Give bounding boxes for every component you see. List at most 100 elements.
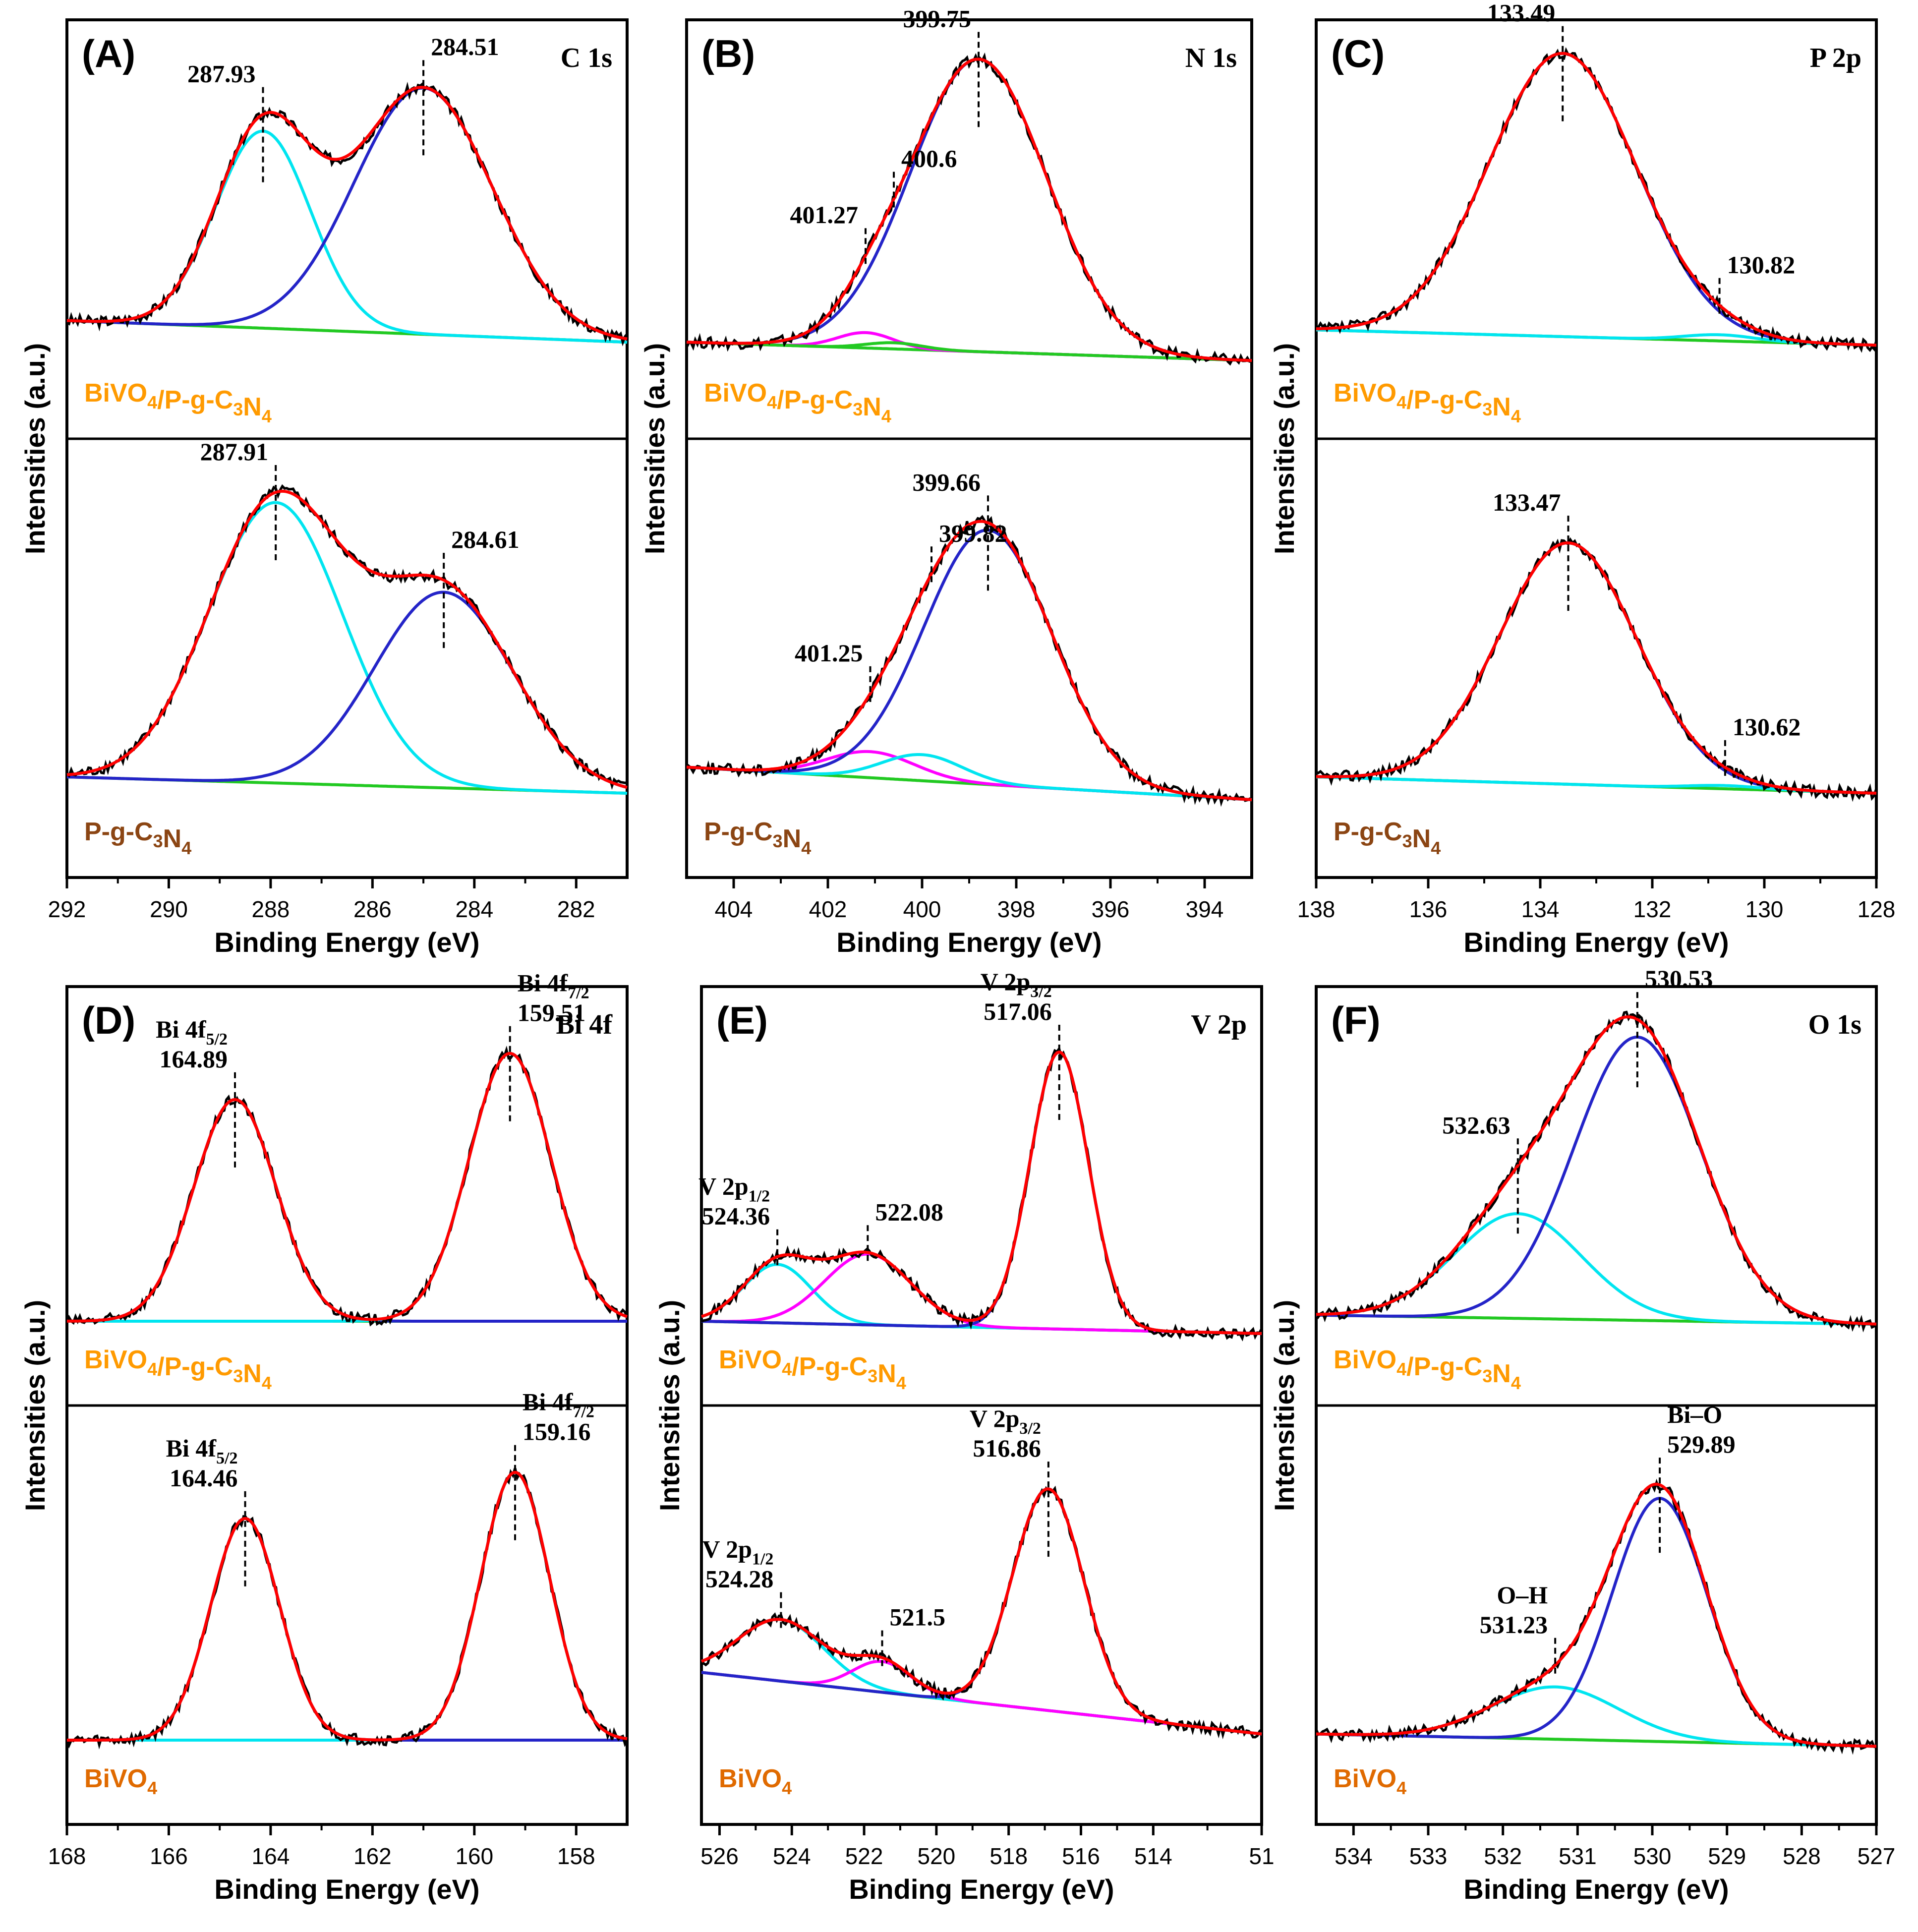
x-tick-label: 534	[1335, 1843, 1373, 1869]
x-tick-label: 288	[252, 896, 290, 922]
x-tick-label: 398	[997, 896, 1036, 922]
component-peak	[1316, 541, 1877, 795]
panel-D: 168 166 164 162 160 158 Binding Energy (eV) Int…	[19, 969, 629, 1905]
peak-position-label: 401.25	[795, 639, 863, 667]
x-tick-label: 292	[48, 896, 86, 922]
component-peak	[686, 528, 1252, 802]
peak-name-label: Bi 4f5/2	[166, 1434, 238, 1467]
x-tick-label: 522	[845, 1843, 883, 1869]
x-tick-label: 520	[917, 1843, 955, 1869]
x-tick-label: 128	[1858, 896, 1896, 922]
x-tick-label: 162	[353, 1843, 392, 1869]
x-axis-label: Binding Energy (eV)	[1463, 927, 1729, 958]
component-peak	[1316, 328, 1877, 347]
subplot-top: 401.27 400.6 399.75 BiVO4/P-g-C3N4	[685, 4, 1252, 426]
x-tick-label: 524	[773, 1843, 811, 1869]
panel-A: 292 290 288 286 284 282 Binding Energy (eV) Int…	[19, 18, 629, 958]
peak-position-label: 524.28	[705, 1565, 774, 1593]
panel-label: (C)	[1331, 32, 1385, 75]
x-tick-label: 160	[455, 1843, 493, 1869]
raw-data-curve	[65, 1046, 629, 1327]
raw-data-curve	[66, 81, 628, 347]
fitted-envelope	[686, 58, 1252, 362]
x-tick-label: 528	[1783, 1843, 1821, 1869]
peak-name-label: O–H	[1497, 1581, 1548, 1609]
plot-frame	[1315, 18, 1878, 879]
sample-label: P-g-C3N4	[84, 818, 191, 858]
peak-position-label: 164.46	[170, 1464, 238, 1492]
peak-position-label: 522.08	[875, 1198, 943, 1226]
panel-label: (E)	[716, 998, 768, 1042]
raw-data-curve	[1316, 47, 1878, 353]
fitted-envelope	[66, 489, 628, 789]
peak-position-label: 133.47	[1493, 488, 1561, 516]
panel-label: (D)	[82, 998, 135, 1042]
x-tick-label: 396	[1092, 896, 1130, 922]
component-peak	[67, 1052, 628, 1323]
sample-label: BiVO4/P-g-C3N4	[84, 1346, 272, 1393]
raw-data-curve	[685, 52, 1252, 366]
component-peak	[686, 341, 1252, 362]
component-peak	[686, 750, 1252, 802]
x-tick-label: 136	[1409, 896, 1448, 922]
peak-position-label: 399.75	[903, 4, 972, 32]
subplot-top: 287.93 284.51 BiVO4/P-g-C3N4	[66, 33, 628, 426]
x-tick-label: 518	[989, 1843, 1028, 1869]
core-level-label: P 2p	[1810, 43, 1861, 73]
x-tick-label: 527	[1858, 1843, 1896, 1869]
peak-position-label: 521.5	[890, 1603, 946, 1631]
panel-E: 526 524 522 520 518 516 514 51 Binding Energy (e…	[654, 968, 1275, 1905]
sample-label: P-g-C3N4	[704, 818, 811, 858]
peak-position-label: 399.66	[913, 468, 981, 496]
core-level-label: C 1s	[561, 43, 612, 73]
panel-C: 138 136 134 132 130 128 Binding Energy (eV) Int…	[1269, 0, 1895, 958]
sample-label: BiVO4	[719, 1764, 792, 1798]
component-peak	[686, 753, 1252, 802]
component-peak	[1316, 52, 1877, 347]
peak-position-label: 133.49	[1487, 0, 1556, 27]
x-tick-label: 51	[1249, 1843, 1274, 1869]
y-axis-label: Intensities (a.u.)	[19, 343, 51, 554]
x-tick-label: 532	[1484, 1843, 1522, 1869]
x-tick-label: 530	[1633, 1843, 1672, 1869]
peak-position-label: 159.16	[523, 1418, 591, 1446]
component-peak	[686, 58, 1252, 362]
peak-name-label: Bi–O	[1667, 1401, 1722, 1428]
peak-position-label: 517.06	[984, 997, 1052, 1025]
x-tick-label: 158	[557, 1843, 595, 1869]
x-tick-label: 526	[700, 1843, 739, 1869]
component-peak	[67, 1470, 628, 1742]
x-tick-label: 166	[150, 1843, 188, 1869]
peak-position-label: 164.89	[160, 1045, 228, 1073]
peak-name-label: V 2p1/2	[698, 1172, 770, 1206]
raw-data-curve	[701, 1046, 1263, 1342]
sample-label: BiVO4	[84, 1764, 157, 1798]
x-tick-label: 168	[48, 1843, 86, 1869]
x-tick-label: 531	[1559, 1843, 1597, 1869]
fitted-envelope	[686, 520, 1252, 802]
peak-position-label: 401.27	[790, 201, 859, 229]
core-level-label: Bi 4f	[556, 1009, 613, 1040]
x-tick-label: 400	[903, 896, 941, 922]
x-tick-label: 286	[353, 896, 392, 922]
peak-position-label: 130.62	[1733, 713, 1801, 741]
component-peak	[1316, 1035, 1877, 1326]
raw-data-curve	[685, 515, 1253, 807]
y-axis-label: Intensities (a.u.)	[19, 1300, 51, 1511]
subplot-top: 133.49 130.82 BiVO4/P-g-C3N4	[1316, 0, 1878, 426]
y-axis-label: Intensities (a.u.)	[654, 1300, 685, 1511]
subplot-bottom: 287.91 284.61 P-g-C3N4	[66, 438, 628, 858]
fitted-envelope	[701, 1050, 1262, 1335]
x-tick-label: 516	[1062, 1843, 1100, 1869]
peak-name-label: V 2p3/2	[970, 1405, 1041, 1438]
sample-label: BiVO4/P-g-C3N4	[1334, 379, 1521, 426]
peak-position-label: 287.93	[187, 60, 256, 88]
peak-position-label: 399.82	[939, 519, 1007, 547]
component-peak	[66, 590, 628, 789]
peak-position-label: 524.36	[702, 1202, 770, 1230]
raw-data-curve	[1315, 1478, 1877, 1755]
x-tick-label: 138	[1297, 896, 1336, 922]
peak-name-label: Bi 4f5/2	[156, 1015, 228, 1049]
subplot-top: 532.63 530.53 BiVO4/P-g-C3N4	[1315, 965, 1877, 1393]
raw-data-curve	[1315, 1010, 1877, 1333]
